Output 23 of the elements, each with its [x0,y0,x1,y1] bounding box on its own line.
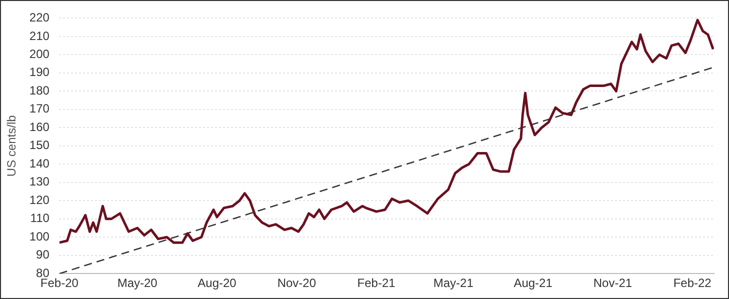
y-tick-label: 160 [29,120,50,134]
y-tick-label: 170 [29,102,50,116]
x-tick-label: Feb-22 [673,276,712,290]
x-tick-label: Nov-21 [593,276,632,290]
y-tick-label: 180 [29,83,50,98]
x-tick-label: Nov-20 [277,276,316,290]
x-tick-label: May-21 [433,276,474,290]
y-tick-label: 210 [29,28,50,43]
y-tick-label: 110 [30,211,50,226]
y-tick-label: 190 [29,65,50,80]
x-tick-label: May-20 [117,276,158,290]
y-tick-label: 220 [29,10,50,25]
y-tick-label: 150 [29,138,50,152]
x-tick-label: Aug-21 [514,276,553,290]
y-tick-label: 100 [29,229,50,244]
x-tick-label: Aug-20 [198,276,237,290]
y-tick-label: 130 [29,174,50,189]
y-tick-label: 200 [29,47,50,61]
y-tick-label: 90 [36,248,50,262]
x-tick-label: Feb-21 [357,276,396,290]
y-tick-label: 140 [29,156,50,170]
y-tick-label: 120 [29,192,50,207]
y-axis-title: US cents/lb [4,114,19,177]
